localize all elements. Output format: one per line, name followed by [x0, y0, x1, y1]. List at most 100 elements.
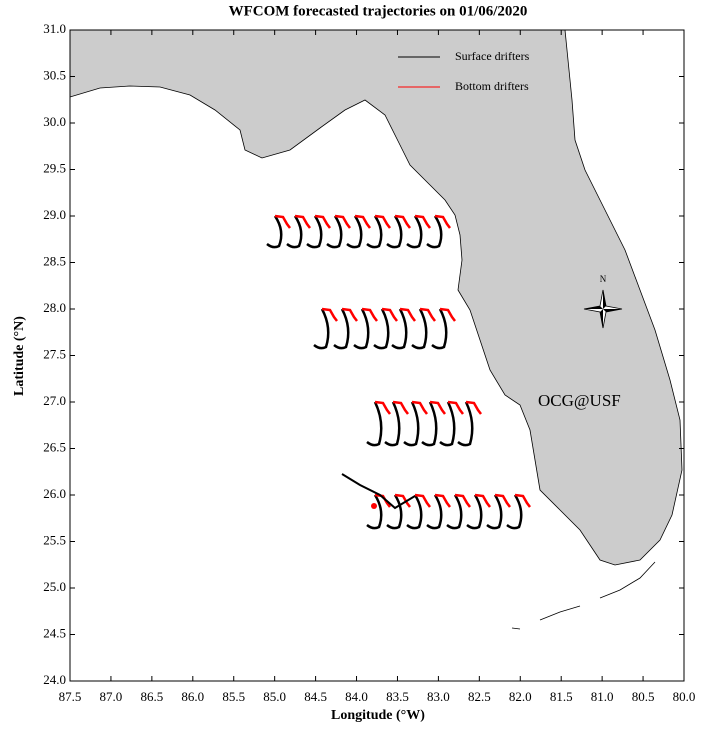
legend-label: Bottom drifters	[455, 79, 529, 93]
bottom-trajectory	[434, 214, 451, 229]
bottom-trajectory	[294, 214, 311, 229]
y-axis-label: Latitude (°N)	[12, 316, 27, 396]
surface-trajectory	[366, 494, 383, 530]
bottom-trajectory	[334, 214, 351, 229]
legend-label: Surface drifters	[455, 49, 530, 63]
x-tick-label: 85.5	[222, 689, 245, 704]
x-tick-label: 86.0	[181, 689, 204, 704]
surface-trajectory	[384, 401, 401, 447]
x-tick-label: 83.5	[386, 689, 409, 704]
bottom-trajectory	[439, 307, 456, 322]
surface-trajectory	[431, 308, 448, 350]
bottom-trajectory	[374, 214, 391, 229]
x-tick-label: 80.0	[673, 689, 696, 704]
x-tick-label: 84.5	[304, 689, 327, 704]
surface-trajectory	[457, 401, 474, 447]
bottom-trajectory	[494, 493, 511, 508]
bottom-trajectory	[341, 307, 358, 322]
chart-title: WFCOM forecasted trajectories on 01/06/2…	[229, 3, 528, 19]
bottom-trajectory	[434, 493, 451, 508]
surface-trajectory	[326, 215, 343, 249]
bottom-trajectory	[274, 214, 291, 229]
florida-land	[69, 29, 683, 566]
bottom-trajectory	[399, 307, 416, 322]
x-tick-label: 80.5	[632, 689, 655, 704]
surface-trajectory	[403, 401, 420, 447]
surface-trajectory	[439, 401, 456, 447]
y-tick-label: 27.5	[43, 346, 66, 361]
y-tick-label: 30.0	[43, 114, 66, 129]
surface-trajectory	[446, 494, 463, 530]
bottom-trajectory	[414, 493, 431, 508]
x-tick-label: 87.5	[59, 689, 82, 704]
bottom-trajectory	[321, 307, 338, 322]
surface-trajectory	[346, 215, 363, 249]
trajectories	[266, 214, 531, 530]
compass-label: N	[600, 274, 607, 284]
bottom-drifter-point	[371, 503, 377, 509]
y-tick-label: 27.0	[43, 393, 66, 408]
x-tick-label: 81.0	[591, 689, 614, 704]
bottom-trajectory	[374, 400, 391, 415]
x-tick-label: 81.5	[550, 689, 573, 704]
surface-trajectory	[341, 473, 416, 510]
y-tick-label: 25.5	[43, 532, 66, 547]
y-tick-label: 29.0	[43, 207, 66, 222]
x-tick-label: 86.5	[140, 689, 163, 704]
surface-trajectory	[313, 308, 330, 350]
y-tick-label: 26.5	[43, 439, 66, 454]
surface-trajectory	[466, 494, 483, 530]
bottom-trajectory	[314, 214, 331, 229]
bottom-trajectory	[419, 307, 436, 322]
bottom-trajectory	[361, 307, 378, 322]
x-tick-label: 85.0	[263, 689, 286, 704]
surface-trajectory	[506, 494, 523, 530]
surface-trajectory	[366, 401, 383, 447]
bottom-trajectory	[514, 493, 531, 508]
surface-trajectory	[486, 494, 503, 530]
bottom-trajectory	[394, 214, 411, 229]
bottom-trajectory	[474, 493, 491, 508]
y-tick-label: 24.0	[43, 672, 66, 687]
surface-trajectory	[411, 308, 428, 350]
surface-trajectory	[333, 308, 350, 350]
y-tick-label: 28.5	[43, 253, 66, 268]
surface-trajectory	[421, 401, 438, 447]
surface-trajectory	[391, 308, 408, 350]
surface-trajectory	[373, 308, 390, 350]
x-tick-label: 82.0	[509, 689, 532, 704]
surface-trajectory	[353, 308, 370, 350]
surface-trajectory	[366, 215, 383, 249]
surface-trajectory	[426, 215, 443, 249]
bottom-trajectory	[454, 493, 471, 508]
bottom-trajectory	[414, 214, 431, 229]
bottom-trajectory	[354, 214, 371, 229]
y-tick-label: 26.0	[43, 486, 66, 501]
bottom-trajectory	[394, 493, 411, 508]
x-tick-label: 87.0	[100, 689, 123, 704]
bottom-trajectory	[429, 400, 446, 415]
bottom-trajectory	[447, 400, 464, 415]
x-tick-label: 82.5	[468, 689, 491, 704]
y-tick-label: 28.0	[43, 300, 66, 315]
x-axis-label: Longitude (°W)	[331, 708, 425, 723]
surface-trajectory	[386, 215, 403, 249]
x-tick-label: 83.0	[427, 689, 450, 704]
annotation: OCG@USF	[538, 391, 621, 410]
surface-trajectory	[426, 494, 443, 530]
y-tick-label: 24.5	[43, 625, 66, 640]
surface-trajectory	[266, 215, 283, 249]
bottom-trajectory	[381, 307, 398, 322]
surface-trajectory	[306, 215, 323, 249]
y-tick-label: 25.0	[43, 579, 66, 594]
y-tick-label: 29.5	[43, 160, 66, 175]
compass	[583, 289, 623, 329]
bottom-trajectory	[392, 400, 409, 415]
bottom-trajectory	[411, 400, 428, 415]
florida-keys	[511, 561, 656, 630]
surface-trajectory	[406, 494, 423, 530]
bottom-trajectory	[465, 400, 482, 415]
y-tick-label: 30.5	[43, 67, 66, 82]
surface-trajectory	[406, 215, 423, 249]
